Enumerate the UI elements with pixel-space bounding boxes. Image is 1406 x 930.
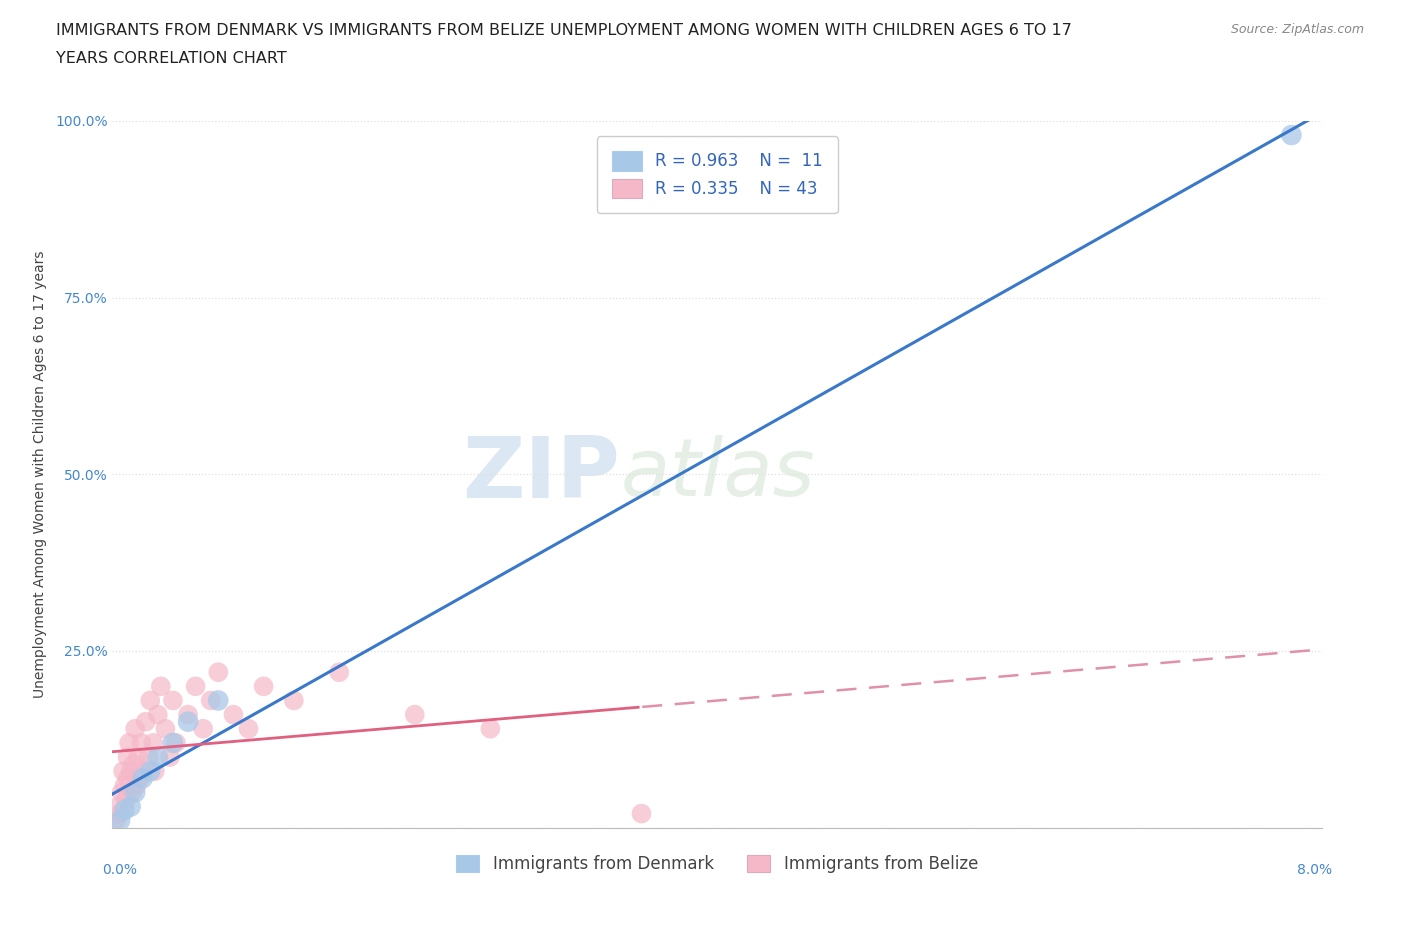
Point [139,693,162,708]
Point [184,679,207,694]
Point [108,806,131,821]
Point [128,771,150,786]
Point [222,707,245,722]
Point [120,764,142,778]
Point [124,722,146,737]
Text: atlas: atlas [620,435,815,513]
Point [283,693,305,708]
Point [404,707,426,722]
Text: 0.0%: 0.0% [103,862,136,877]
Point [142,736,165,751]
Point [118,736,141,751]
Point [117,750,139,764]
Point [138,750,160,764]
Point [200,693,222,708]
Point [104,813,127,828]
Point [139,764,162,778]
Point [149,679,172,694]
Point [127,750,149,764]
Point [177,707,200,722]
Point [155,722,177,737]
Point [129,736,152,751]
Point [146,707,169,722]
Y-axis label: Unemployment Among Women with Children Ages 6 to 17 years: Unemployment Among Women with Children A… [32,250,46,698]
Point [165,736,187,751]
Point [132,771,155,786]
Text: 8.0%: 8.0% [1298,862,1331,877]
Point [132,764,155,778]
Point [107,799,129,814]
Point [207,665,229,680]
Point [110,785,132,800]
Text: ZIP: ZIP [463,432,620,516]
Point [328,665,350,680]
Legend: Immigrants from Denmark, Immigrants from Belize: Immigrants from Denmark, Immigrants from… [450,848,984,880]
Point [115,792,138,807]
Point [121,785,143,800]
Point [207,693,229,708]
Point [1279,127,1302,142]
Point [253,679,276,694]
Point [177,714,200,729]
Point [114,777,136,792]
Text: YEARS CORRELATION CHART: YEARS CORRELATION CHART [56,51,287,66]
Point [162,693,184,708]
Point [135,714,157,729]
Point [162,736,184,751]
Point [238,722,260,737]
Text: IMMIGRANTS FROM DENMARK VS IMMIGRANTS FROM BELIZE UNEMPLOYMENT AMONG WOMEN WITH : IMMIGRANTS FROM DENMARK VS IMMIGRANTS FR… [56,23,1073,38]
Point [479,722,502,737]
Point [191,722,214,737]
Point [112,764,135,778]
Point [114,803,136,817]
Point [117,771,139,786]
Point [108,813,131,828]
Point [159,750,181,764]
Point [120,799,142,814]
Point [122,757,145,772]
Point [143,764,166,778]
Point [630,806,652,821]
Text: Source: ZipAtlas.com: Source: ZipAtlas.com [1230,23,1364,36]
Point [124,785,146,800]
Point [125,777,148,792]
Point [146,750,169,764]
